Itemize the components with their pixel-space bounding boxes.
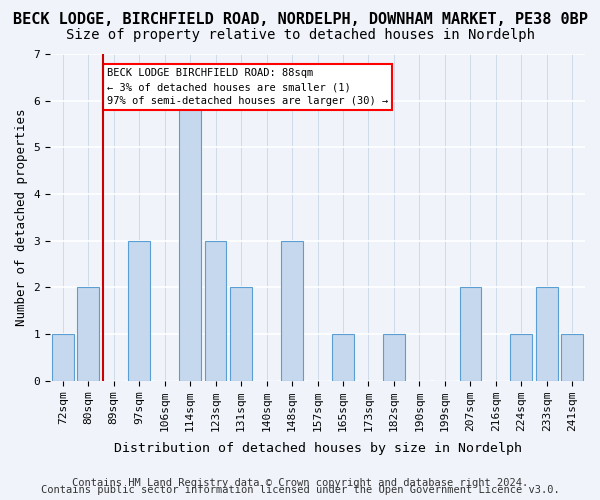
Text: BECK LODGE BIRCHFIELD ROAD: 88sqm
← 3% of detached houses are smaller (1)
97% of: BECK LODGE BIRCHFIELD ROAD: 88sqm ← 3% o… (107, 68, 388, 106)
Bar (52, 334, 74, 380)
Bar (281, 240, 303, 380)
Bar (332, 334, 354, 380)
Bar (179, 100, 201, 380)
Text: Size of property relative to detached houses in Nordelph: Size of property relative to detached ho… (65, 28, 535, 42)
Bar (128, 240, 150, 380)
Bar (536, 288, 557, 380)
Text: Contains public sector information licensed under the Open Government Licence v3: Contains public sector information licen… (41, 485, 559, 495)
X-axis label: Distribution of detached houses by size in Nordelph: Distribution of detached houses by size … (113, 442, 521, 455)
Bar (383, 334, 405, 380)
Bar (562, 334, 583, 380)
Bar (230, 288, 252, 380)
Text: Contains HM Land Registry data © Crown copyright and database right 2024.: Contains HM Land Registry data © Crown c… (72, 478, 528, 488)
Y-axis label: Number of detached properties: Number of detached properties (15, 108, 28, 326)
Bar (77, 288, 99, 380)
Bar (511, 334, 532, 380)
Bar (460, 288, 481, 380)
Text: BECK LODGE, BIRCHFIELD ROAD, NORDELPH, DOWNHAM MARKET, PE38 0BP: BECK LODGE, BIRCHFIELD ROAD, NORDELPH, D… (13, 12, 587, 28)
Bar (205, 240, 226, 380)
